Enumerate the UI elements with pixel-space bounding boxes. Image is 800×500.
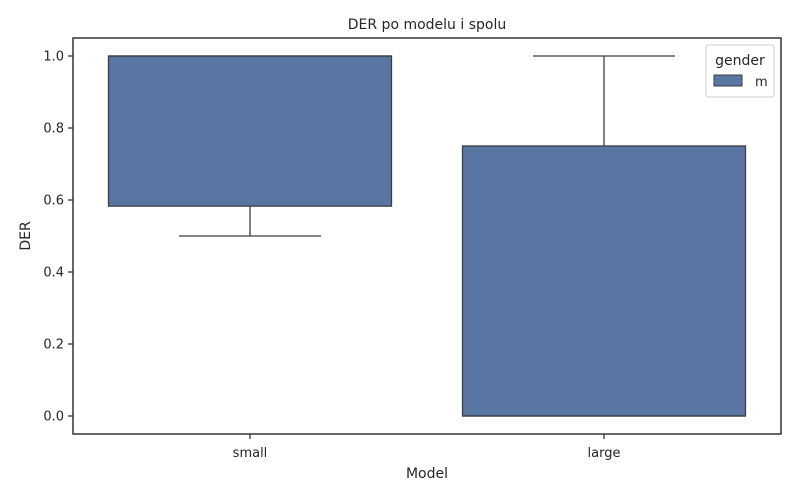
x-tick-label: large [588,446,621,461]
plot-frame [72,37,782,435]
y-axis: 0.0 0.2 0.4 0.6 0.8 1.0 [43,50,73,425]
legend-entry-m: m [755,75,768,90]
chart-title: DER po modelu i spolu [348,17,506,33]
y-tick-label: 0.0 [43,410,64,425]
y-tick-label: 1.0 [43,50,64,65]
legend: gender m [705,44,775,98]
y-tick-label: 0.4 [43,266,64,281]
box-group-large [461,55,747,417]
y-tick-label: 0.6 [43,194,64,209]
x-axis-label: Model [406,466,448,482]
box-small [107,55,393,207]
x-tick-label: small [233,446,268,461]
legend-title: gender [715,53,765,69]
x-axis: small large [233,434,621,461]
box-large [461,145,747,417]
y-tick-label: 0.2 [43,338,64,353]
y-tick-label: 0.8 [43,122,64,137]
plot-area [107,55,747,417]
box-group-small [107,55,393,237]
legend-swatch-m [713,74,743,87]
y-axis-label: DER [18,221,34,251]
